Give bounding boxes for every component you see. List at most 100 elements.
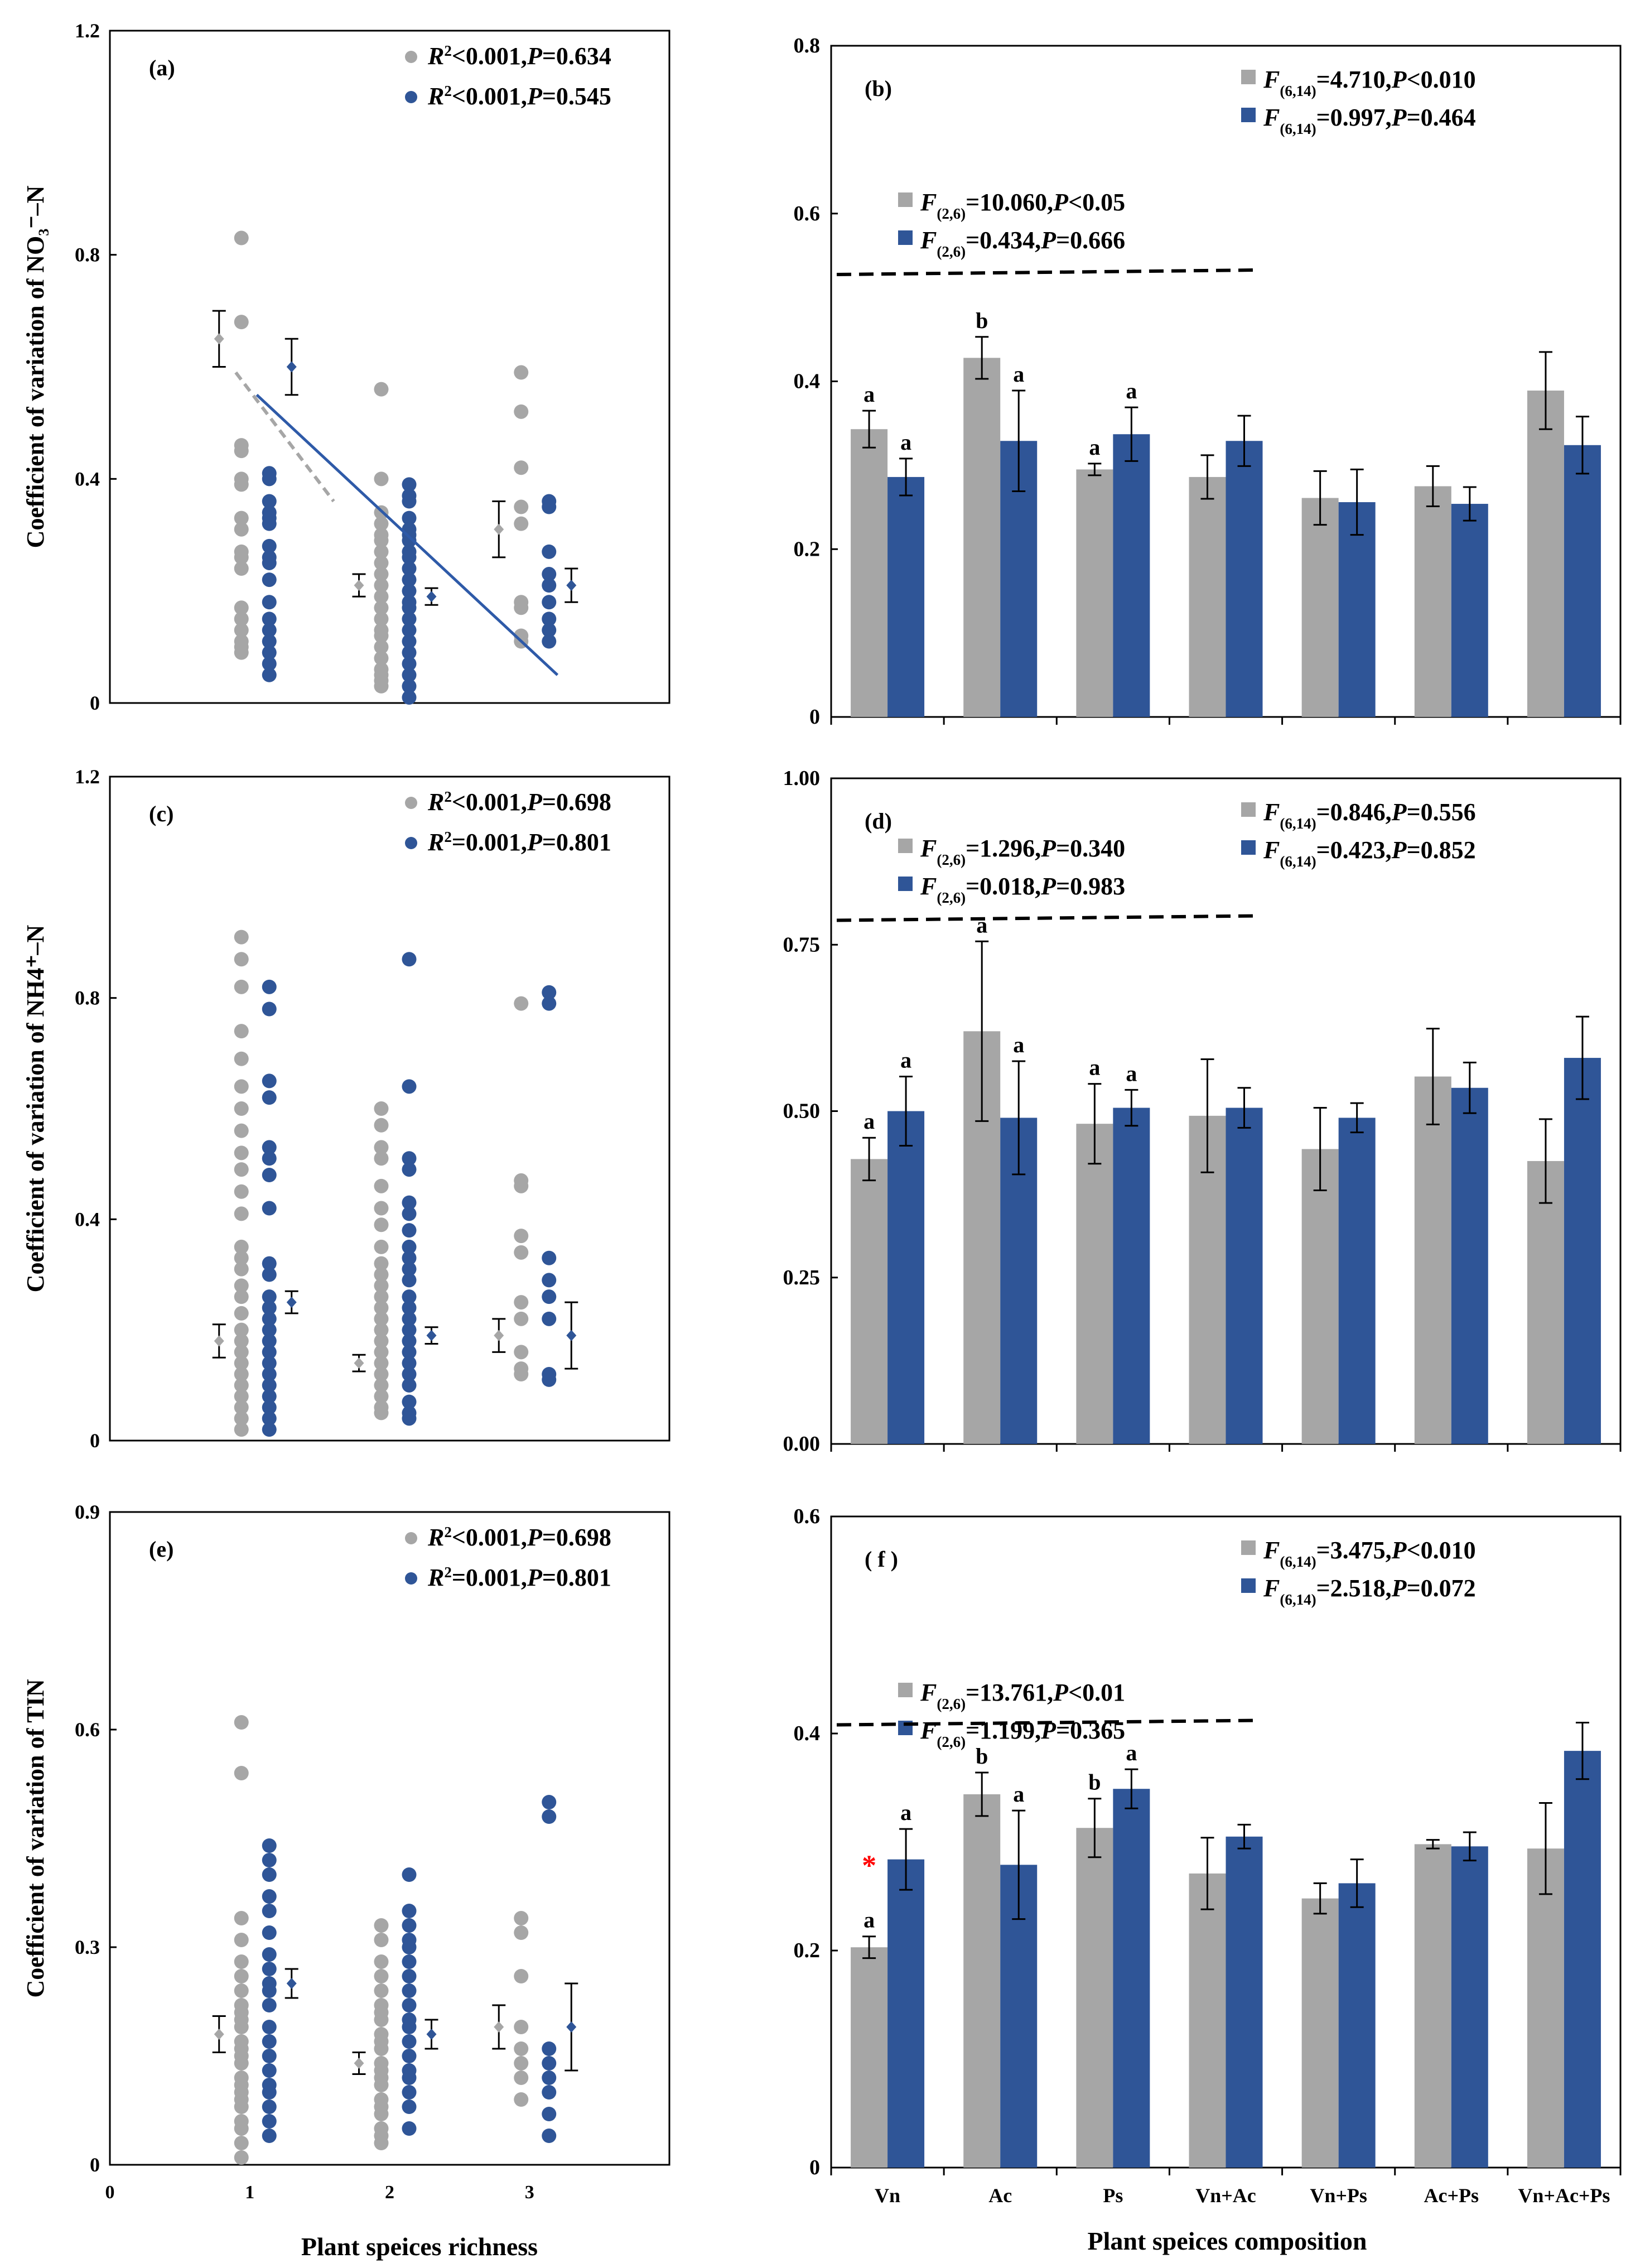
legend-mono-d-blue: F(2,6)=0.018,P=0.983: [920, 873, 1125, 906]
legend-all-d-blue: F(6,14)=0.423,P=0.852: [1263, 836, 1476, 870]
data-point-e-blue-r2-8: [402, 1998, 417, 2012]
data-point-c-gray-r2-13: [374, 1311, 389, 1326]
legend-entry-c-gray-sup: 2: [444, 788, 452, 805]
legend-marker-all-b-gray: [1241, 70, 1256, 84]
bar-f-blue-Vn+Ac: [1226, 1836, 1263, 2168]
data-point-e-blue-r1-17: [262, 2100, 277, 2114]
legend-mono-b-gray-stat: =10.060,: [966, 189, 1053, 216]
legend-entry-c-gray-stat: <0.001,: [452, 788, 527, 816]
legend-mono-d-gray-p-symbol: P: [1040, 835, 1057, 862]
data-point-c-blue-r2-5: [402, 1206, 417, 1221]
data-point-a-blue-r1-15: [262, 656, 277, 671]
legend-entry-c-gray: R2<0.001,P=0.698: [427, 788, 611, 816]
legend-all-b-gray-sub: (6,14): [1280, 83, 1316, 99]
data-point-c-gray-r1-16: [234, 1289, 249, 1304]
data-point-e-gray-r1-14: [234, 2056, 249, 2070]
data-point-c-gray-r1-26: [234, 1411, 249, 1426]
bar-f-gray-Vn+Ac+Ps: [1527, 1848, 1564, 2168]
data-point-a-gray-r2-14: [374, 628, 389, 643]
legend-entry-a-blue-stat: <0.001,: [452, 83, 527, 110]
data-point-a-blue-r2-18: [402, 656, 417, 671]
bar-d-blue-Ps: [1113, 1107, 1150, 1444]
data-point-a-blue-r2-13: [402, 600, 417, 615]
data-point-e-gray-r2-3: [374, 1969, 389, 1983]
legend-all-f-gray-sub: (6,14): [1280, 1553, 1316, 1570]
data-point-a-blue-r1-8: [262, 555, 277, 570]
legend-all-d-blue-symbol: F: [1263, 836, 1280, 864]
legend-entry-a-blue-p-value: =0.545: [542, 83, 611, 110]
data-point-c-blue-r2-7: [402, 1239, 417, 1254]
y-tick-label-c-3: 1.2: [75, 765, 100, 788]
bar-d-blue-Vn: [887, 1111, 925, 1444]
data-point-e-gray-r2-17: [374, 2107, 389, 2121]
significance-letter-b-gray-Vn: a: [863, 382, 875, 407]
monoculture-divider-b: [836, 268, 1256, 277]
significance-letter-b-blue-Ac: a: [1013, 362, 1024, 387]
data-point-c-blue-r3-2: [542, 1250, 557, 1265]
data-point-c-gray-r2-8: [374, 1256, 389, 1271]
legend-entry-c-blue: R2=0.001,P=0.801: [427, 829, 611, 856]
data-point-c-gray-r2-4: [374, 1178, 389, 1193]
significance-letter-d-gray-Vn: a: [863, 1109, 875, 1134]
legend-marker-mono-b-gray: [898, 192, 913, 207]
legend-entry-e-gray-stat: <0.001,: [452, 1524, 527, 1551]
data-point-e-gray-r1-1: [234, 1766, 249, 1780]
legend-entry-e-blue-p-symbol: P: [527, 1564, 543, 1591]
legend-all-b-gray-symbol: F: [1263, 66, 1280, 93]
legend-all-d-gray-symbol: F: [1263, 798, 1280, 826]
mean-marker-e-gray-r1: [214, 2029, 224, 2040]
data-point-e-blue-r1-10: [262, 1998, 277, 2012]
data-point-c-blue-r1-4: [262, 1140, 277, 1155]
legend-all-f-gray-p-symbol: P: [1391, 1537, 1407, 1564]
data-point-a-gray-r3-1: [514, 404, 529, 419]
y-tick-label-f-2: 0.4: [794, 1722, 821, 1745]
mean-marker-a-gray-r2: [354, 580, 364, 591]
y-tick-label-e-3: 0.9: [75, 1501, 100, 1523]
data-point-a-gray-r3-3: [514, 499, 529, 514]
data-point-e-gray-r3-3: [514, 2020, 529, 2034]
data-point-c-gray-r1-3: [234, 1024, 249, 1039]
data-point-c-gray-r1-5: [234, 1079, 249, 1094]
bar-b-blue-Vn+Ac: [1226, 441, 1263, 717]
y-tick-label-d-2: 0.50: [783, 1100, 821, 1123]
data-point-c-blue-r1-7: [262, 1201, 277, 1216]
data-point-c-blue-r2-14: [402, 1322, 417, 1337]
legend-entry-e-gray-symbol: R: [427, 1524, 444, 1551]
data-point-e-blue-r3-7: [542, 2129, 557, 2143]
data-point-a-blue-r1-13: [262, 634, 277, 649]
bar-b-blue-Vn+Ac+Ps: [1564, 445, 1601, 717]
data-point-e-gray-r3-7: [514, 2092, 529, 2107]
y-tick-label-a-2: 0.8: [75, 244, 100, 266]
data-point-c-gray-r1-15: [234, 1278, 249, 1293]
y-tick-label-c-2: 0.8: [75, 987, 100, 1009]
data-point-c-gray-r3-4: [514, 1245, 529, 1260]
data-point-c-gray-r2-2: [374, 1140, 389, 1155]
data-point-e-gray-r1-22: [234, 2136, 249, 2150]
significance-letter-f-blue-Ps: a: [1126, 1740, 1137, 1765]
mean-marker-c-blue-r2: [426, 1330, 437, 1341]
data-point-c-blue-r1-3: [262, 1090, 277, 1105]
data-point-c-blue-r2-6: [402, 1223, 417, 1238]
mean-marker-e-gray-r2: [354, 2058, 364, 2069]
bar-f-blue-Ps: [1113, 1789, 1150, 2168]
data-point-c-blue-r3-5: [542, 1311, 557, 1326]
data-point-a-gray-r1-16: [234, 645, 249, 660]
data-point-e-blue-r2-1: [402, 1904, 417, 1918]
data-point-e-blue-r1-6: [262, 1947, 277, 1962]
data-point-a-gray-r1-1: [234, 315, 249, 330]
bar-b-gray-Vn+Ac: [1189, 476, 1226, 717]
data-point-e-blue-r1-12: [262, 2034, 277, 2049]
data-point-e-blue-r1-5: [262, 1925, 277, 1940]
data-point-c-gray-r1-24: [234, 1389, 249, 1404]
bar-d-gray-Vn+Ac+Ps: [1527, 1161, 1564, 1444]
legend-entry-a-gray-p-symbol: P: [527, 42, 543, 70]
legend-mono-d-blue-symbol: F: [920, 873, 937, 900]
data-point-c-blue-r2-8: [402, 1250, 417, 1265]
data-point-c-blue-r2-3: [402, 1162, 417, 1177]
data-point-c-blue-r1-15: [262, 1345, 277, 1360]
data-point-e-gray-r1-0: [234, 1715, 249, 1730]
data-point-c-blue-r1-20: [262, 1400, 277, 1415]
legend-all-d-blue-p-value: =0.852: [1407, 836, 1476, 864]
data-point-e-gray-r2-1: [374, 1933, 389, 1947]
data-point-c-gray-r2-22: [374, 1405, 389, 1420]
